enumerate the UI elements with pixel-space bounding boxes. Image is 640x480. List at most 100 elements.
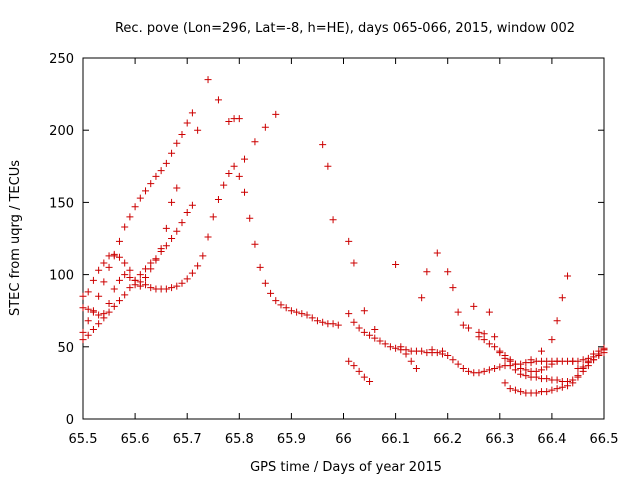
data-point [553, 376, 561, 384]
data-point [194, 126, 202, 134]
data-point [142, 281, 150, 289]
data-point [115, 276, 123, 284]
data-point [173, 184, 181, 192]
data-point [168, 198, 176, 206]
data-point [360, 373, 368, 381]
data-point [126, 284, 134, 292]
chart-title: Rec. pove (Lon=296, Lat=-8, h=HE), days … [115, 21, 575, 36]
data-point [84, 288, 92, 296]
data-point [100, 278, 108, 286]
x-tick-label: 65.8 [225, 432, 254, 447]
data-point [418, 294, 426, 302]
data-point [470, 302, 478, 310]
data-point [418, 347, 426, 355]
data-point [79, 292, 87, 300]
data-point [501, 351, 509, 359]
data-point [89, 276, 97, 284]
data-point [334, 321, 342, 329]
data-point [230, 162, 238, 170]
data-point [558, 294, 566, 302]
data-point [110, 302, 118, 310]
data-point [199, 252, 207, 260]
data-point [183, 275, 191, 283]
data-point [84, 317, 92, 325]
data-point [511, 360, 519, 368]
data-point [168, 284, 176, 292]
data-point [267, 289, 275, 297]
data-point [480, 336, 488, 344]
x-tick-label: 66.3 [485, 432, 514, 447]
data-point [79, 328, 87, 336]
data-point [345, 357, 353, 365]
data-point [548, 386, 556, 394]
data-point [553, 357, 561, 365]
data-point [407, 357, 415, 365]
data-point [574, 372, 582, 380]
data-point [590, 350, 598, 358]
data-point [454, 360, 462, 368]
data-point [496, 363, 504, 371]
data-point [214, 96, 222, 104]
data-point [183, 119, 191, 127]
data-point [261, 123, 269, 131]
data-point [553, 385, 561, 393]
data-point [532, 367, 540, 375]
data-point [95, 320, 103, 328]
data-point [194, 262, 202, 270]
data-point [428, 346, 436, 354]
data-point [491, 364, 499, 372]
data-point [386, 343, 394, 351]
data-point [319, 141, 327, 149]
data-point [131, 281, 139, 289]
data-point [110, 285, 118, 293]
data-point [360, 307, 368, 315]
data-point [303, 311, 311, 319]
data-point [584, 357, 592, 365]
data-point [115, 253, 123, 261]
data-point [168, 235, 176, 242]
data-point [345, 237, 353, 245]
data-point [485, 366, 493, 374]
data-point [345, 310, 353, 318]
data-point [121, 291, 129, 299]
data-point [527, 356, 535, 364]
data-point [423, 268, 431, 276]
data-point [517, 364, 525, 372]
data-point [225, 118, 233, 126]
data-point [548, 336, 556, 344]
data-point [152, 172, 160, 180]
data-point [491, 343, 499, 351]
data-point [449, 284, 457, 292]
y-axis: 0 50 100 150 200 250 [49, 52, 604, 428]
data-point [235, 115, 243, 123]
data-point [105, 299, 113, 307]
data-point [147, 265, 155, 273]
data-point [241, 188, 249, 196]
data-point [162, 242, 170, 250]
data-point [95, 292, 103, 300]
data-point [485, 308, 493, 316]
x-tick-label: 66.5 [590, 432, 619, 447]
data-point [569, 357, 577, 365]
x-tick-label: 66 [335, 432, 352, 447]
data-point [162, 224, 170, 232]
data-point [89, 325, 97, 333]
data-point [324, 162, 332, 170]
data-point [214, 196, 222, 204]
data-point [449, 356, 457, 364]
data-point [485, 340, 493, 348]
data-point [256, 263, 264, 271]
data-point [537, 347, 545, 355]
x-tick-label: 66.4 [537, 432, 566, 447]
data-point [444, 268, 452, 276]
data-point [366, 331, 374, 339]
data-point [366, 377, 374, 385]
data-point [313, 317, 321, 325]
data-point [110, 252, 118, 260]
data-point [136, 282, 144, 290]
data-point [178, 131, 186, 139]
data-point [188, 269, 196, 277]
data-point [183, 209, 191, 217]
data-point [350, 259, 358, 267]
data-point [376, 337, 384, 345]
